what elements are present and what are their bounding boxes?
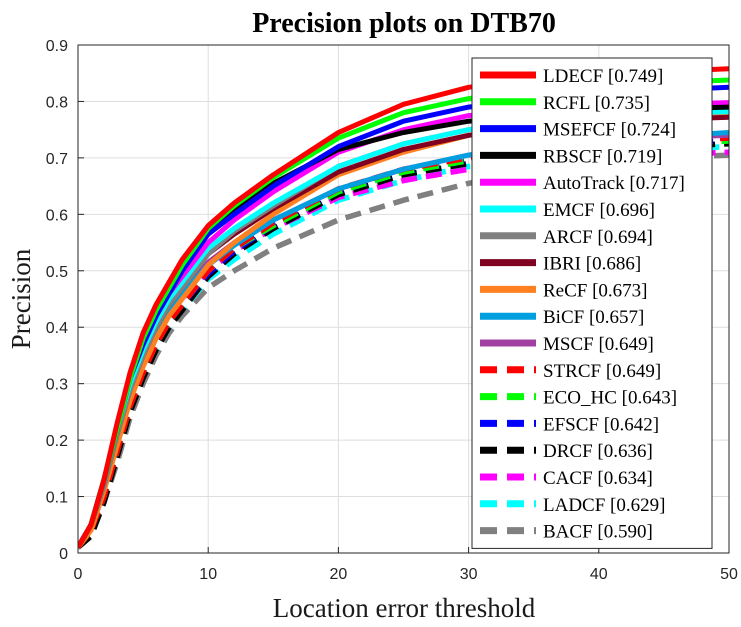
chart-title: Precision plots on DTB70 (252, 8, 556, 39)
legend-label: EMCF [0.696] (543, 200, 655, 221)
y-tick-label: 0.2 (46, 433, 68, 450)
legend-label: IBRI [0.686] (543, 254, 641, 275)
legend-label: ECO_HC [0.643] (543, 388, 677, 409)
y-tick-label: 0.9 (46, 38, 68, 55)
x-tick-label: 20 (330, 566, 348, 583)
x-tick-label: 0 (74, 566, 83, 583)
legend-label: DRCF [0.636] (543, 441, 653, 462)
y-tick-label: 0.6 (46, 207, 68, 224)
legend-label: MSEFCF [0.724] (543, 120, 676, 141)
legend-label: CACF [0.634] (543, 468, 653, 489)
legend-label: STRCF [0.649] (543, 361, 661, 382)
y-tick-label: 0.4 (46, 320, 68, 337)
x-axis-label: Location error threshold (273, 593, 536, 623)
legend-label: MSCF [0.649] (543, 334, 654, 355)
y-tick-label: 0.7 (46, 151, 68, 168)
y-tick-label: 0 (59, 546, 68, 563)
x-tick-label: 50 (720, 566, 738, 583)
legend-label: ARCF [0.694] (543, 227, 653, 248)
legend: LDECF [0.749] RCFL [0.735] MSEFCF [0.724] R… (471, 57, 713, 549)
legend-label: RBSCF [0.719] (543, 146, 662, 167)
y-tick-label: 0.3 (46, 377, 68, 394)
x-tick-label: 10 (199, 566, 217, 583)
x-tick-label: 40 (590, 566, 608, 583)
legend-label: ReCF [0.673] (543, 280, 648, 301)
legend-label: LDECF [0.749] (543, 66, 663, 87)
y-tick-label: 0.1 (46, 490, 68, 507)
legend-label: AutoTrack [0.717] (543, 173, 685, 194)
y-axis-label: Precision (6, 248, 36, 349)
y-tick-label: 0.5 (46, 264, 68, 281)
legend-box (471, 57, 713, 549)
legend-label: BACF [0.590] (543, 522, 653, 543)
legend-label: LADCF [0.629] (543, 495, 665, 516)
legend-label: RCFL [0.735] (543, 93, 650, 114)
plot-frame (77, 44, 730, 554)
x-tick-label: 30 (460, 566, 478, 583)
legend-label: BiCF [0.657] (543, 307, 644, 328)
axis-ticks: 0 10 20 30 40 50 0 0.1 0.2 0.3 0.4 0.5 0.6 0.7 0.8 0.9 (46, 38, 738, 583)
legend-label: EFSCF [0.642] (543, 414, 659, 435)
y-tick-label: 0.8 (46, 94, 68, 111)
